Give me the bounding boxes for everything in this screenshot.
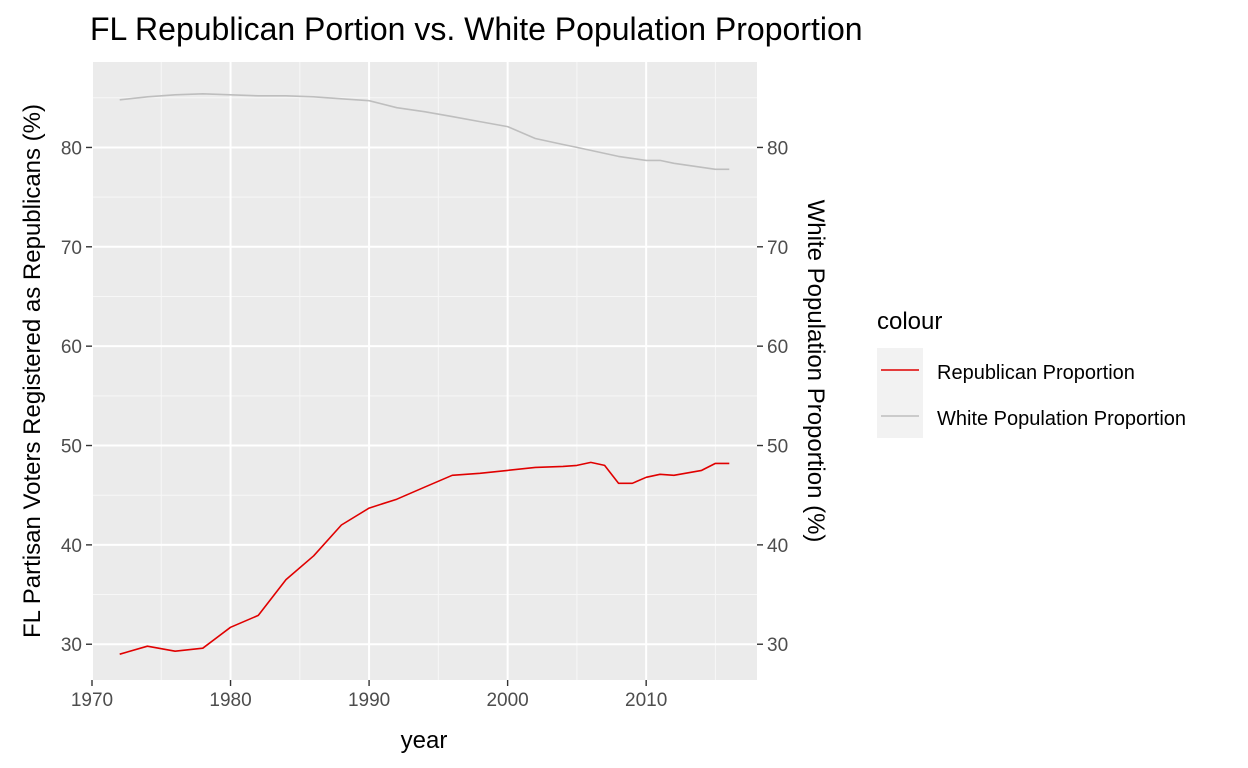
x-tick-label: 2010 — [625, 690, 667, 711]
y-tick-label-right: 50 — [767, 437, 788, 458]
legend: colour Republican Proportion White Popul… — [877, 308, 1186, 438]
legend-label-white-population: White Population Proportion — [937, 408, 1186, 430]
y-tick-label-right: 30 — [767, 635, 788, 656]
major-gridlines — [91, 62, 757, 680]
y-tick-label-left: 70 — [61, 238, 82, 259]
y-tick-label-right: 80 — [767, 138, 788, 159]
x-tick-label: 1970 — [71, 690, 113, 711]
y-tick-label-right: 40 — [767, 536, 788, 557]
legend-label-republican: Republican Proportion — [937, 362, 1135, 384]
y-tick-label-right: 60 — [767, 337, 788, 358]
x-tick-label: 2000 — [486, 690, 528, 711]
x-axis-title: year — [401, 727, 448, 754]
series-line-white-population-proportion — [119, 93, 730, 171]
y-tick-label-right: 70 — [767, 238, 788, 259]
series-lines — [119, 93, 730, 655]
x-tick-label: 1990 — [348, 690, 390, 711]
y-tick-label-left: 50 — [61, 437, 82, 458]
y-axis-title-left: FL Partisan Voters Registered as Republi… — [19, 104, 46, 638]
y-tick-label-left: 40 — [61, 536, 82, 557]
chart-title: FL Republican Portion vs. White Populati… — [90, 11, 863, 47]
y-tick-label-left: 30 — [61, 635, 82, 656]
plot-panel — [92, 62, 757, 680]
axes: 1970 1980 1990 2000 2010 30 30 40 40 50 50 60 60 70 70… — [61, 138, 788, 711]
y-axis-title-right: White Population Proportion (%) — [802, 200, 829, 543]
legend-title: colour — [877, 308, 942, 335]
y-tick-label-left: 80 — [61, 138, 82, 159]
y-tick-label-left: 60 — [61, 337, 82, 358]
x-tick-label: 1980 — [209, 690, 251, 711]
series-line-republican-proportion — [119, 461, 730, 655]
